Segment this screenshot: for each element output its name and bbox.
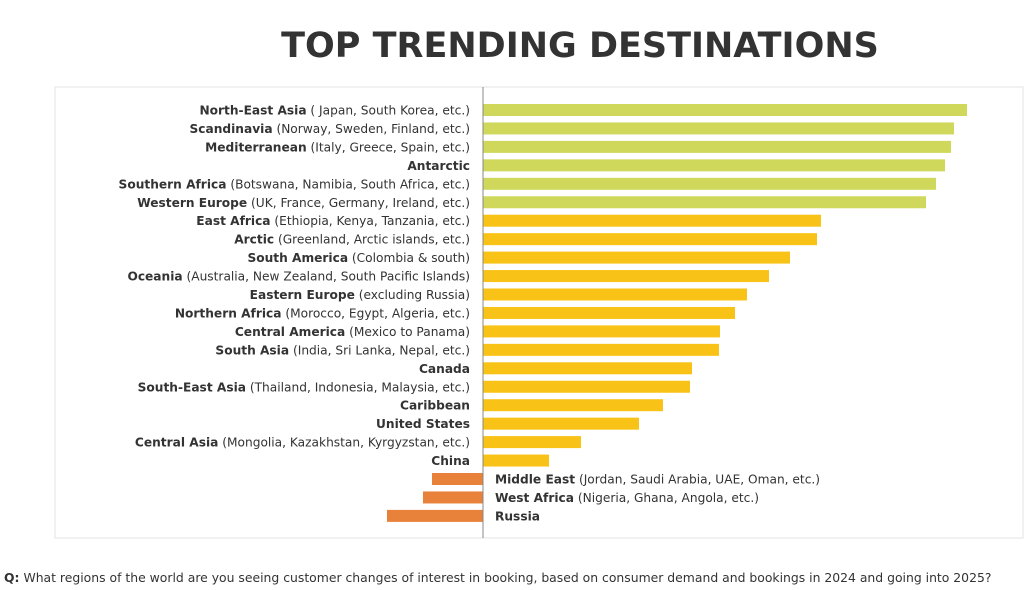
category-name: Mediterranean (205, 140, 306, 154)
bar (483, 214, 821, 227)
bar (432, 473, 483, 485)
category-label: North-East Asia ( Japan, South Korea, et… (199, 103, 470, 117)
category-label: South America (Colombia & south) (247, 251, 470, 265)
chart-title: TOP TRENDING DESTINATIONS (281, 26, 879, 66)
category-label: Western Europe (UK, France, Germany, Ire… (137, 195, 470, 209)
category-name: West Africa (495, 490, 574, 504)
category-detail: (excluding Russia) (359, 288, 470, 302)
category-label: Scandinavia (Norway, Sweden, Finland, et… (190, 121, 471, 135)
bar (387, 509, 483, 522)
category-label: Arctic (Greenland, Arctic islands, etc.) (234, 232, 470, 246)
category-name: Western Europe (137, 195, 247, 209)
category-name: Eastern Europe (250, 288, 355, 302)
category-name: South America (247, 251, 348, 265)
category-name: Canada (419, 361, 470, 375)
bar (483, 399, 663, 412)
bar (483, 233, 817, 246)
category-label: Southern Africa (Botswana, Namibia, Sout… (119, 177, 470, 191)
category-name: Central America (235, 324, 345, 338)
category-label: Russia (495, 509, 540, 523)
category-label: Central America (Mexico to Panama) (235, 324, 470, 338)
category-name: North-East Asia (199, 103, 306, 117)
category-detail: (Australia, New Zealand, South Pacific I… (186, 269, 470, 283)
category-label: Mediterranean (Italy, Greece, Spain, etc… (205, 140, 470, 154)
bar (483, 270, 769, 283)
category-label: Canada (419, 361, 470, 375)
category-detail: (Botswana, Namibia, South Africa, etc.) (230, 177, 470, 191)
category-detail: (Italy, Greece, Spain, etc.) (311, 140, 470, 154)
category-label: Middle East (Jordan, Saudi Arabia, UAE, … (495, 472, 820, 486)
category-name: South Asia (215, 343, 289, 357)
category-detail: (Thailand, Indonesia, Malaysia, etc.) (250, 380, 470, 394)
bar (423, 491, 483, 504)
category-detail: (Norway, Sweden, Finland, etc.) (276, 121, 470, 135)
category-name: East Africa (196, 214, 270, 228)
category-label: Caribbean (400, 398, 470, 412)
bar (483, 196, 926, 209)
category-detail: (Nigeria, Ghana, Angola, etc.) (578, 490, 759, 504)
bar (483, 177, 936, 190)
bar (483, 325, 720, 338)
bar (483, 380, 690, 393)
bar (483, 306, 735, 319)
category-label: Central Asia (Mongolia, Kazakhstan, Kyrg… (135, 435, 470, 449)
bar (483, 362, 692, 375)
bar (483, 417, 639, 430)
bar (483, 436, 581, 449)
category-name: Middle East (495, 472, 575, 486)
category-detail: (Mexico to Panama) (349, 324, 470, 338)
category-name: China (431, 454, 470, 468)
category-name: Southern Africa (119, 177, 227, 191)
category-label: South Asia (India, Sri Lanka, Nepal, etc… (215, 343, 470, 357)
category-label: Northern Africa (Morocco, Egypt, Algeria… (175, 306, 470, 320)
category-detail: (India, Sri Lanka, Nepal, etc.) (293, 343, 470, 357)
bar (483, 140, 951, 153)
category-label: West Africa (Nigeria, Ghana, Angola, etc… (495, 490, 759, 504)
category-detail: (Greenland, Arctic islands, etc.) (278, 232, 470, 246)
category-detail: (Jordan, Saudi Arabia, UAE, Oman, etc.) (579, 472, 820, 486)
category-name: United States (376, 417, 470, 431)
category-name: Caribbean (400, 398, 470, 412)
category-name: Scandinavia (190, 121, 273, 135)
bar (483, 122, 954, 135)
category-label: Antarctic (407, 158, 470, 172)
category-detail: (UK, France, Germany, Ireland, etc.) (251, 195, 470, 209)
bar (483, 343, 719, 356)
category-label: East Africa (Ethiopia, Kenya, Tanzania, … (196, 214, 470, 228)
plot-frame (54, 86, 1024, 539)
category-label: China (431, 454, 470, 468)
bar (483, 104, 967, 116)
footnote-text: What regions of the world are you seeing… (20, 570, 992, 585)
category-label: Oceania (Australia, New Zealand, South P… (127, 269, 470, 283)
category-label: South-East Asia (Thailand, Indonesia, Ma… (138, 380, 470, 394)
footnote: Q: What regions of the world are you see… (4, 570, 991, 585)
category-detail: ( Japan, South Korea, etc.) (310, 103, 470, 117)
category-name: Russia (495, 509, 540, 523)
category-name: Northern Africa (175, 306, 282, 320)
bar (483, 288, 747, 301)
category-name: Arctic (234, 232, 274, 246)
category-detail: (Mongolia, Kazakhstan, Kyrgyzstan, etc.) (222, 435, 470, 449)
bar (483, 251, 790, 264)
footnote-prefix: Q: (4, 570, 20, 585)
category-detail: (Ethiopia, Kenya, Tanzania, etc.) (274, 214, 470, 228)
category-detail: (Colombia & south) (352, 251, 470, 265)
category-name: Central Asia (135, 435, 218, 449)
bar (483, 454, 549, 467)
bar (483, 159, 945, 172)
category-label: United States (376, 417, 470, 431)
category-name: Antarctic (407, 158, 470, 172)
category-name: South-East Asia (138, 380, 246, 394)
category-label: Eastern Europe (excluding Russia) (250, 288, 470, 302)
category-detail: (Morocco, Egypt, Algeria, etc.) (285, 306, 470, 320)
category-name: Oceania (127, 269, 182, 283)
